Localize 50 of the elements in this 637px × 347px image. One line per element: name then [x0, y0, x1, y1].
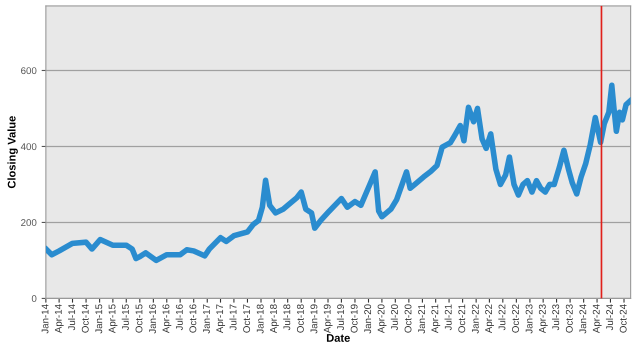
- x-tick-label: Jan-15: [95, 304, 102, 334]
- x-tick-label: Apr-24: [592, 304, 602, 334]
- x-tick-label: Oct-14: [82, 304, 89, 333]
- x-tick-label: Jan-16: [149, 304, 156, 334]
- x-tick-label: Oct-20: [404, 304, 412, 333]
- x-tick-label: Jan-18: [256, 304, 264, 334]
- x-tick-label: Jul-21: [444, 304, 452, 330]
- x-tick-label: Apr-23: [538, 304, 548, 334]
- x-tick-label: Oct-23: [566, 304, 573, 333]
- x-tick-label: Apr-22: [485, 304, 494, 334]
- x-tick-label: Jul-18: [283, 304, 290, 330]
- x-tick-label: Jul-15: [122, 304, 129, 330]
- x-tick-label: Jan-22: [472, 304, 479, 334]
- x-tick-label: Jul-22: [498, 304, 506, 330]
- x-tick-label: Apr-20: [378, 304, 386, 334]
- x-axis-title: Date: [326, 334, 350, 342]
- x-tick-label: Apr-15: [108, 304, 118, 334]
- x-tick-label: Oct-21: [458, 304, 466, 333]
- x-tick-label: Apr-21: [431, 304, 440, 334]
- x-tick-label: Jul-24: [606, 304, 614, 330]
- x-tick-label: Jul-19: [336, 304, 344, 330]
- x-tick-label: Jan-14: [42, 304, 48, 334]
- x-tick-label: Jan-23: [526, 304, 533, 334]
- x-tick-label: Jul-16: [176, 304, 183, 330]
- x-tick-label: Oct-17: [243, 304, 250, 333]
- y-axis-title: Closing Value: [7, 116, 18, 188]
- x-tick-label: Apr-17: [216, 304, 226, 334]
- x-tick-label: Jul-20: [390, 304, 398, 330]
- x-tick-label: Jan-21: [418, 304, 426, 334]
- x-tick-label: Jul-14: [68, 304, 76, 330]
- x-tick-label: Oct-18: [296, 304, 304, 333]
- y-tick-label: 0: [32, 295, 36, 302]
- x-tick-label: Apr-14: [54, 304, 64, 334]
- y-tick-label: 600: [21, 67, 36, 74]
- x-tick-label: Apr-16: [162, 304, 172, 334]
- x-tick-label: Jul-23: [552, 304, 560, 330]
- x-tick-label: Oct-22: [512, 304, 519, 333]
- x-tick-label: Apr-18: [270, 304, 279, 334]
- y-tick-label: 200: [21, 219, 36, 226]
- x-tick-label: Jan-24: [579, 304, 586, 334]
- x-tick-label: Apr-19: [324, 304, 333, 334]
- x-tick-label: Oct-16: [189, 304, 196, 333]
- x-tick-label: Oct-15: [136, 304, 142, 333]
- x-tick-label: Oct-19: [350, 304, 358, 333]
- x-tick-label: Jul-17: [229, 304, 237, 330]
- x-tick-label: Jan-19: [310, 304, 318, 334]
- x-tick-label: Jan-17: [203, 304, 210, 334]
- y-tick-label: 400: [20, 143, 36, 150]
- x-tick-label: Oct-24: [620, 304, 627, 333]
- x-tick-label: Jan-20: [364, 304, 372, 334]
